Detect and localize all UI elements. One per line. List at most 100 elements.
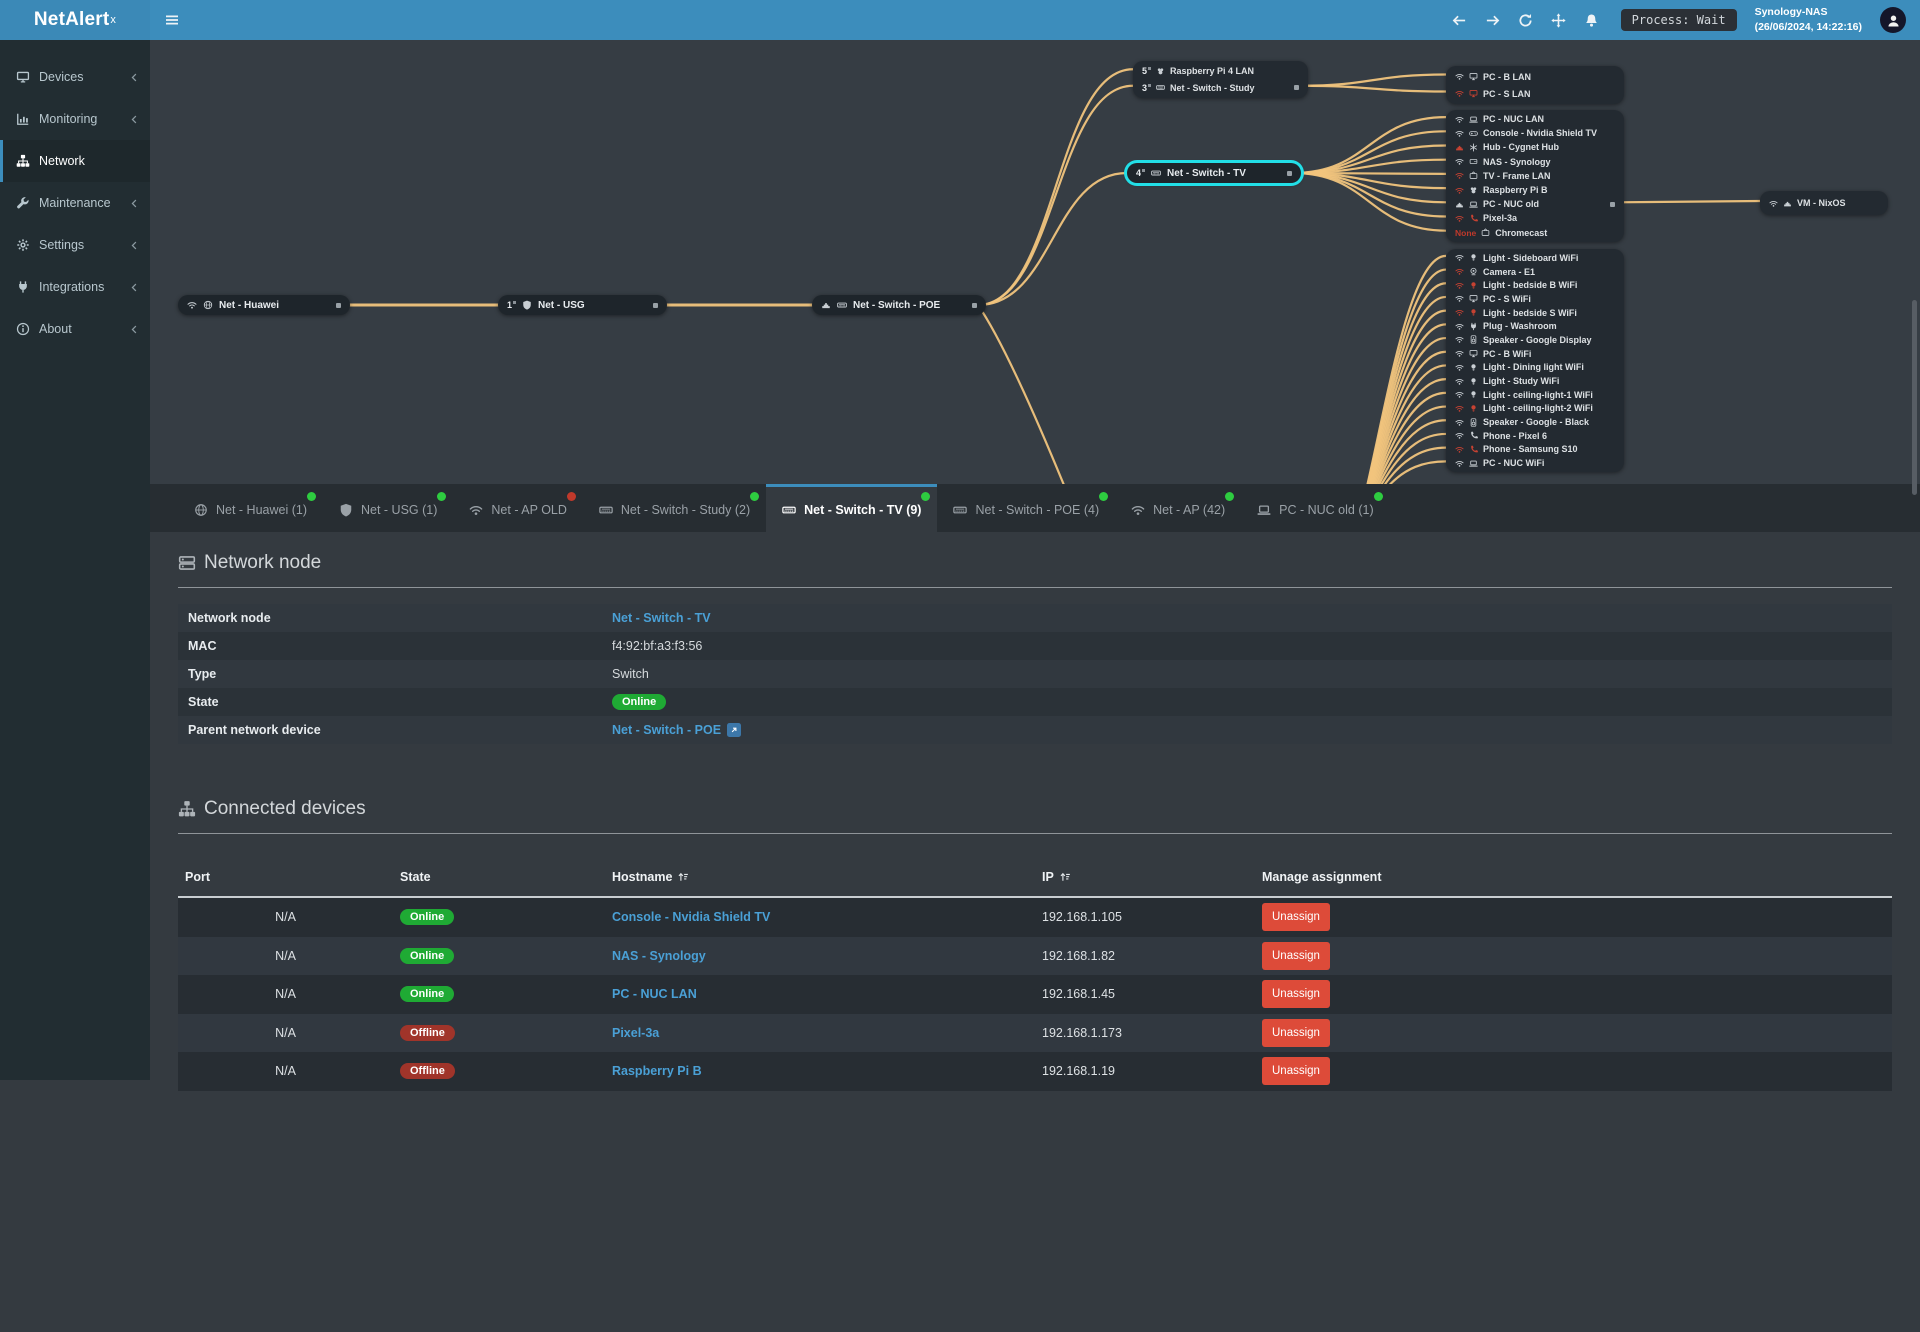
- topology-device-row[interactable]: Light - bedside S WiFi: [1446, 306, 1624, 320]
- topology-device-row[interactable]: Console - Nvidia Shield TV: [1446, 126, 1624, 140]
- hostname-link[interactable]: PC - NUC LAN: [612, 987, 697, 1001]
- topology-device-row[interactable]: Light - Sideboard WiFi: [1446, 251, 1624, 265]
- refresh-icon[interactable]: [1518, 13, 1533, 28]
- topology-device-row[interactable]: TV - Frame LAN: [1446, 169, 1624, 183]
- sidebar-item-monitoring[interactable]: Monitoring: [0, 98, 150, 140]
- topology-device-row[interactable]: 5 Raspberry Pi 4 LAN: [1133, 63, 1308, 80]
- tab-net-huawei-1-[interactable]: Net - Huawei (1): [178, 484, 323, 532]
- hamburger-menu-icon[interactable]: [164, 12, 180, 28]
- topology-device-row[interactable]: Plug - Washroom: [1446, 319, 1624, 333]
- sidebar: Devices Monitoring Network Maintenance S…: [0, 40, 150, 1080]
- cell-state: Online: [393, 986, 605, 1002]
- topology-device-row[interactable]: Light - bedside B WiFi: [1446, 278, 1624, 292]
- parent-node-link[interactable]: Net - Switch - POE: [612, 723, 721, 737]
- user-avatar[interactable]: [1880, 7, 1906, 33]
- wifi-icon: [1455, 377, 1464, 386]
- device-label: Light - bedside S WiFi: [1483, 308, 1577, 318]
- sidebar-item-label: Network: [39, 154, 140, 168]
- topology-device-row[interactable]: VM - NixOS: [1760, 193, 1888, 213]
- sidebar-item-devices[interactable]: Devices: [0, 56, 150, 98]
- switch-icon: [837, 300, 847, 310]
- topology-device-row[interactable]: PC - S WiFi: [1446, 292, 1624, 306]
- cell-port: N/A: [178, 949, 393, 963]
- unassign-button[interactable]: Unassign: [1262, 1019, 1330, 1047]
- device-label: PC - S LAN: [1483, 89, 1531, 99]
- scrollbar-thumb[interactable]: [1912, 300, 1917, 495]
- unassign-button[interactable]: Unassign: [1262, 980, 1330, 1008]
- port-square: [972, 303, 977, 308]
- phone-icon: [1469, 214, 1478, 223]
- topology-device-row[interactable]: Light - ceiling-light-1 WiFi: [1446, 388, 1624, 402]
- info-icon: [16, 322, 30, 336]
- network-topology-canvas[interactable]: Net - Huawei 1 Net - USG Net - Switch - …: [150, 40, 1920, 484]
- topology-device-row[interactable]: PC - B WiFi: [1446, 347, 1624, 361]
- process-status-badge: Process: Wait: [1621, 9, 1737, 31]
- arrow-right-icon[interactable]: [1485, 13, 1500, 28]
- topology-device-row[interactable]: 3 Net - Switch - Study: [1133, 80, 1308, 97]
- hostname-link[interactable]: Console - Nvidia Shield TV: [612, 910, 770, 924]
- bell-icon[interactable]: [1584, 13, 1599, 28]
- tab-net-usg-1-[interactable]: Net - USG (1): [323, 484, 453, 532]
- unassign-button[interactable]: Unassign: [1262, 903, 1330, 931]
- topology-device-row[interactable]: Hub - Cygnet Hub: [1446, 140, 1624, 154]
- wifi-icon: [1455, 281, 1464, 290]
- topology-device-row[interactable]: Camera - E1: [1446, 265, 1624, 279]
- topology-node-huawei[interactable]: Net - Huawei: [178, 295, 350, 315]
- node-link[interactable]: Net - Switch - TV: [612, 611, 711, 625]
- tab-net-switch-poe-4-[interactable]: Net - Switch - POE (4): [937, 484, 1115, 532]
- device-label: PC - B WiFi: [1483, 349, 1531, 359]
- sidebar-item-about[interactable]: About: [0, 308, 150, 350]
- unassign-button[interactable]: Unassign: [1262, 1057, 1330, 1085]
- node-tabs: Net - Huawei (1) Net - USG (1) Net - AP …: [150, 484, 1920, 532]
- topology-device-row[interactable]: Pixel-3a: [1446, 211, 1624, 225]
- topology-device-row[interactable]: Phone - Samsung S10: [1446, 443, 1624, 457]
- wrench-icon: [16, 196, 30, 210]
- topology-device-row[interactable]: Phone - Pixel 6: [1446, 429, 1624, 443]
- device-label: PC - B LAN: [1483, 72, 1531, 82]
- devices-table-header: Port State Hostname IP Manage assignment: [178, 858, 1892, 898]
- topology-device-row[interactable]: None Chromecast: [1446, 226, 1624, 240]
- topology-device-row[interactable]: Light - Study WiFi: [1446, 374, 1624, 388]
- topology-device-row[interactable]: PC - NUC WiFi: [1446, 456, 1624, 470]
- topology-device-row[interactable]: PC - B LAN: [1446, 68, 1624, 85]
- tab-label: Net - Switch - TV (9): [804, 503, 921, 517]
- topology-node-tv[interactable]: 4 Net - Switch - TV: [1127, 163, 1301, 183]
- topology-node-poe[interactable]: Net - Switch - POE: [812, 295, 986, 315]
- chart-icon: [16, 112, 30, 126]
- topology-device-row[interactable]: Light - Dining light WiFi: [1446, 361, 1624, 375]
- tab-net-switch-study-2-[interactable]: Net - Switch - Study (2): [583, 484, 766, 532]
- tv-icon: [1469, 171, 1478, 180]
- tab-pc-nuc-old-1-[interactable]: PC - NUC old (1): [1241, 484, 1389, 532]
- sidebar-item-settings[interactable]: Settings: [0, 224, 150, 266]
- sidebar-item-maintenance[interactable]: Maintenance: [0, 182, 150, 224]
- status-dot-green: [1374, 492, 1383, 501]
- tab-net-ap-42-[interactable]: Net - AP (42): [1115, 484, 1241, 532]
- sidebar-item-integrations[interactable]: Integrations: [0, 266, 150, 308]
- topology-device-row[interactable]: Raspberry Pi B: [1446, 183, 1624, 197]
- topology-device-row[interactable]: Light - ceiling-light-2 WiFi: [1446, 402, 1624, 416]
- arrow-left-icon[interactable]: [1452, 13, 1467, 28]
- topology-device-row[interactable]: PC - S LAN: [1446, 85, 1624, 102]
- hostname-link[interactable]: NAS - Synology: [612, 949, 706, 963]
- column-header-ip[interactable]: IP: [1035, 870, 1255, 884]
- topbar-right: Process: Wait Synology-NAS (26/06/2024, …: [1452, 5, 1920, 34]
- hostname-link[interactable]: Raspberry Pi B: [612, 1064, 702, 1078]
- topology-device-row[interactable]: PC - NUC old: [1446, 197, 1624, 211]
- topology-device-row[interactable]: Speaker - Google - Black: [1446, 415, 1624, 429]
- topology-node-usg[interactable]: 1 Net - USG: [498, 295, 667, 315]
- hostname-link[interactable]: Pixel-3a: [612, 1026, 659, 1040]
- topology-device-row[interactable]: PC - NUC LAN: [1446, 112, 1624, 126]
- topology-device-row[interactable]: Speaker - Google Display: [1446, 333, 1624, 347]
- move-icon[interactable]: [1551, 13, 1566, 28]
- tab-net-switch-tv-9-[interactable]: Net - Switch - TV (9): [766, 484, 937, 532]
- unassign-button[interactable]: Unassign: [1262, 942, 1330, 970]
- status-dot-red: [567, 492, 576, 501]
- topology-device-row[interactable]: NAS - Synology: [1446, 155, 1624, 169]
- sidebar-item-network[interactable]: Network: [0, 140, 150, 182]
- column-header-hostname[interactable]: Hostname: [605, 870, 1035, 884]
- device-label: Phone - Pixel 6: [1483, 431, 1547, 441]
- external-link-icon[interactable]: [727, 723, 741, 737]
- tab-net-ap-old[interactable]: Net - AP OLD: [453, 484, 583, 532]
- tab-label: Net - AP (42): [1153, 503, 1225, 517]
